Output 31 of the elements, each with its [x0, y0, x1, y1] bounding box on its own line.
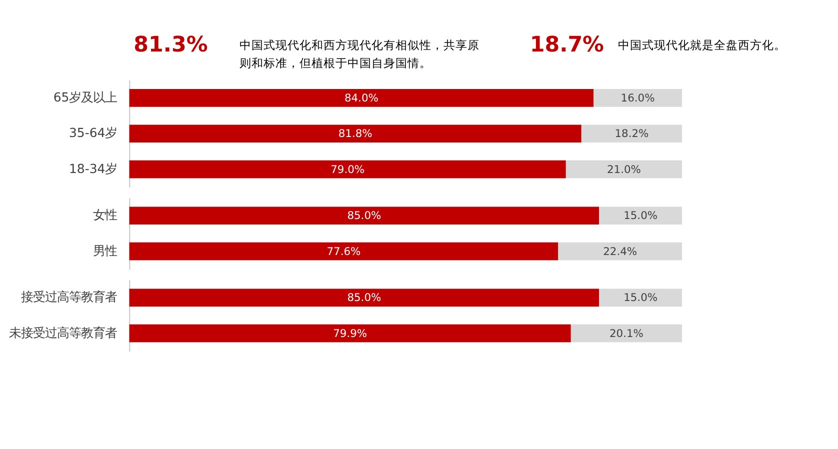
data-label: 81.8%	[338, 127, 372, 140]
data-label: 85.0%	[347, 291, 382, 304]
text: 81.3%	[134, 32, 208, 58]
text: 中国式现代化就是全盘西方化。	[618, 38, 786, 52]
data-label: 18.2%	[614, 127, 649, 140]
y-tick-label: 18-34岁	[68, 160, 118, 176]
data-label: 85.0%	[347, 209, 382, 222]
data-label: 77.6%	[326, 244, 361, 258]
data-label: 79.9%	[333, 326, 368, 340]
data-label: 15.0%	[624, 209, 658, 222]
y-tick-label: 35-64岁	[68, 125, 118, 140]
y-tick-label: 男性	[93, 242, 118, 258]
data-label: 84.0%	[344, 92, 378, 105]
data-label: 20.1%	[609, 326, 644, 340]
bar	[581, 124, 682, 143]
text: 中国式现代化和西方现代化有相似性，共享原则和标准，但植根于中国自身国情。	[239, 38, 480, 70]
data-label: 21.0%	[606, 162, 641, 176]
y-tick-label: 65岁及以上	[53, 90, 118, 105]
data-label: 22.4%	[603, 244, 638, 258]
text: 18.7%	[530, 32, 604, 58]
bar	[129, 160, 566, 178]
bar	[594, 89, 682, 107]
y-tick-label: 接受过高等教育者	[21, 289, 118, 304]
y-tick-label: 女性	[93, 207, 118, 222]
bar	[129, 89, 594, 107]
data-label: 16.0%	[620, 92, 655, 105]
data-label: 15.0%	[624, 291, 658, 304]
bar	[129, 124, 582, 143]
bar	[566, 160, 682, 178]
data-label: 79.0%	[330, 162, 365, 176]
y-tick-label: 未接受过高等教育者	[9, 324, 118, 340]
